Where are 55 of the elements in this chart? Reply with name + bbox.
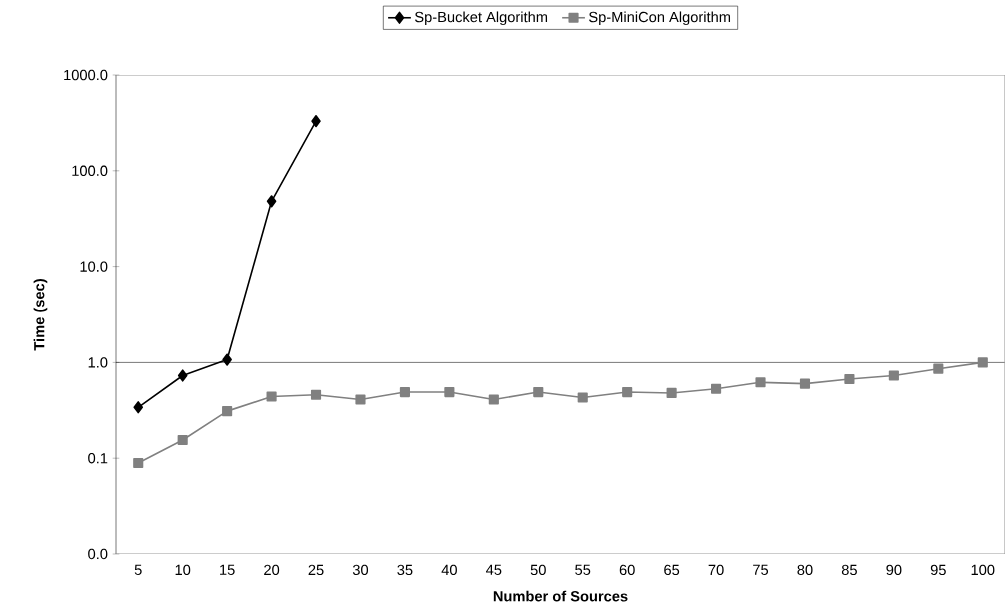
point: [133, 401, 144, 414]
x-tick-label: 100: [971, 564, 995, 576]
point: [133, 457, 144, 469]
y-axis-title: Time (sec): [33, 279, 48, 351]
point: [222, 353, 232, 366]
legend-label: Sp-Bucket Algorithm: [415, 11, 548, 26]
point: [844, 373, 855, 385]
point: [622, 387, 633, 398]
point: [311, 115, 321, 128]
x-axis-title: Number of Sources: [493, 590, 628, 602]
point: [577, 392, 588, 403]
x-tick-label: 50: [530, 564, 546, 576]
point: [755, 377, 766, 388]
point: [977, 357, 988, 368]
y-tick-label: 0.0: [88, 548, 108, 560]
point: [399, 387, 410, 398]
point: [888, 370, 899, 381]
x-tick-label: 90: [886, 564, 902, 576]
point: [666, 387, 677, 398]
point: [711, 383, 722, 394]
point: [310, 389, 322, 400]
point: [222, 406, 233, 417]
x-tick-label: 10: [175, 564, 191, 576]
y-tick-label: 1.0: [88, 357, 108, 368]
point: [533, 387, 544, 398]
point: [177, 434, 188, 446]
y-tick-label: 1000.0: [64, 69, 108, 81]
x-tick-label: 35: [397, 564, 413, 576]
x-tick-label: 20: [264, 564, 280, 576]
point: [355, 394, 366, 405]
x-tick-label: 40: [441, 564, 457, 576]
x-tick-label: 85: [841, 564, 857, 576]
point: [266, 391, 277, 402]
x-tick-label: 45: [486, 564, 502, 575]
point: [933, 363, 944, 374]
x-tick-label: 60: [619, 564, 635, 576]
x-tick-label: 30: [352, 564, 369, 576]
legend-label: Sp-MiniCon Algorithm: [589, 11, 731, 26]
y-tick-label: 10.0: [80, 261, 108, 272]
x-tick-label: 5: [134, 564, 142, 575]
x-tick-label: 25: [308, 564, 324, 576]
x-tick-label: 75: [753, 564, 769, 575]
x-tick-label: 80: [797, 564, 813, 576]
x-tick-label: 65: [664, 564, 680, 576]
y-tick-label: 0.1: [88, 453, 108, 464]
point: [266, 195, 277, 208]
x-tick-label: 70: [708, 564, 724, 576]
x-tick-label: 55: [575, 564, 591, 575]
y-tick-label: 100.0: [72, 165, 108, 176]
point: [444, 387, 455, 398]
x-tick-label: 95: [930, 564, 946, 576]
point: [488, 394, 499, 405]
point: [177, 369, 188, 382]
point: [799, 378, 811, 389]
x-tick-label: 15: [220, 564, 235, 575]
